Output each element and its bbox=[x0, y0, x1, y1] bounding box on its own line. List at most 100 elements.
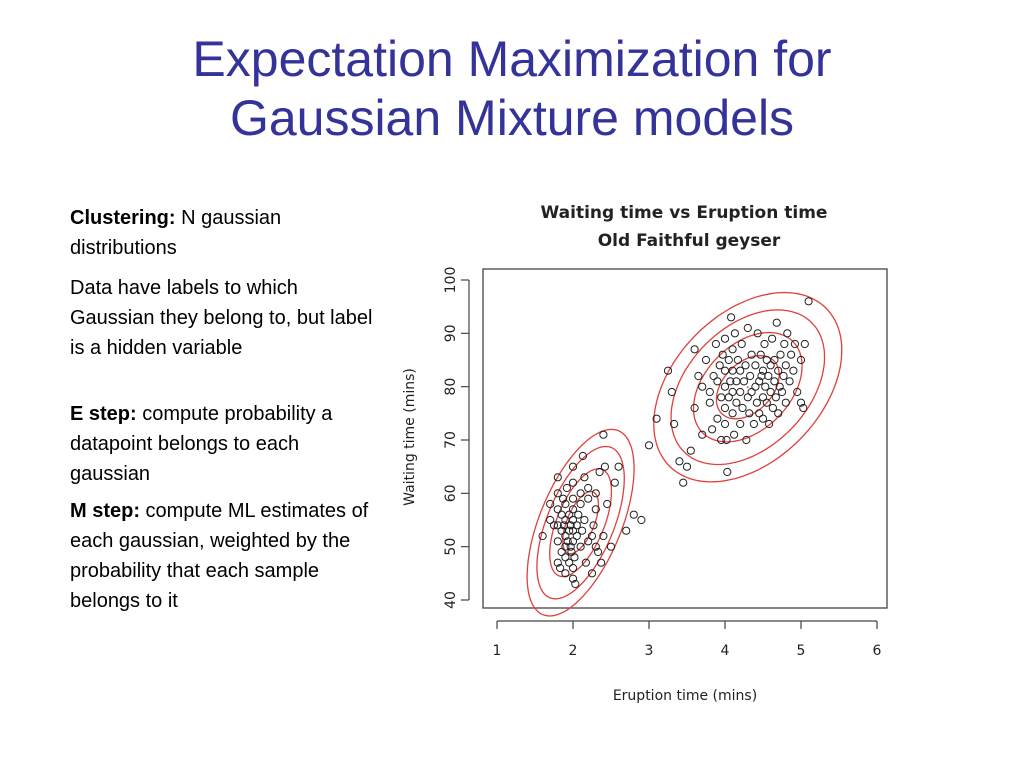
data-point bbox=[559, 494, 568, 503]
y-tick-label: 60 bbox=[443, 484, 459, 502]
data-point bbox=[556, 563, 565, 573]
data-point bbox=[774, 409, 783, 418]
contour-ellipse-1-4 bbox=[526, 428, 635, 617]
data-point bbox=[561, 531, 570, 541]
data-point bbox=[570, 553, 579, 562]
data-point bbox=[708, 425, 717, 434]
data-point bbox=[766, 387, 775, 397]
data-point bbox=[715, 361, 724, 370]
data-point bbox=[774, 366, 783, 375]
data-point bbox=[546, 515, 555, 525]
data-point bbox=[776, 350, 785, 359]
data-point bbox=[720, 334, 730, 343]
y-tick-label: 70 bbox=[443, 431, 459, 449]
data-point bbox=[756, 350, 765, 359]
data-point bbox=[581, 558, 590, 567]
data-point bbox=[770, 377, 779, 386]
data-point bbox=[771, 393, 780, 402]
data-point bbox=[705, 398, 714, 407]
x-tick-label: 4 bbox=[721, 643, 730, 659]
chart-subtitle: Old Faithful geyser bbox=[598, 231, 781, 251]
data-point bbox=[587, 569, 597, 578]
data-point bbox=[775, 382, 784, 391]
data-point bbox=[553, 521, 562, 530]
data-point bbox=[622, 526, 631, 535]
data-point bbox=[538, 531, 547, 541]
data-point bbox=[580, 473, 589, 482]
data-point bbox=[747, 350, 756, 359]
y-tick-label: 40 bbox=[443, 591, 459, 609]
data-point bbox=[730, 430, 739, 439]
data-point bbox=[718, 350, 727, 359]
data-point bbox=[568, 526, 578, 535]
data-point bbox=[562, 483, 571, 493]
x-axis-label: Eruption time (mins) bbox=[613, 688, 757, 704]
contour-ellipse-2-2 bbox=[692, 331, 803, 443]
data-point bbox=[758, 393, 768, 402]
data-point bbox=[597, 558, 606, 567]
data-point bbox=[717, 435, 726, 445]
plot-frame bbox=[482, 268, 888, 609]
data-point bbox=[599, 430, 608, 439]
data-point bbox=[670, 419, 679, 429]
clustering-paragraph: Clustering: N gaussian distributions bbox=[70, 203, 382, 263]
data-point bbox=[758, 366, 768, 375]
points-layer bbox=[538, 297, 813, 589]
e-step-text: compute probability a datapoint belongs … bbox=[70, 403, 333, 485]
data-point bbox=[755, 377, 764, 386]
m-step-paragraph: M step: compute ML estimates of each gau… bbox=[70, 496, 382, 616]
data-point bbox=[760, 339, 769, 349]
slide-title: Expectation Maximization for Gaussian Mi… bbox=[40, 30, 984, 148]
contour-layer bbox=[526, 291, 843, 617]
data-point bbox=[561, 499, 570, 509]
data-point bbox=[751, 382, 760, 391]
data-point bbox=[682, 462, 692, 471]
data-point bbox=[553, 473, 562, 482]
clustering-label: Clustering: bbox=[70, 207, 176, 229]
slide-title-line-1: Expectation Maximization for bbox=[192, 31, 832, 87]
data-point bbox=[785, 377, 794, 386]
data-point bbox=[565, 558, 574, 567]
data-point bbox=[566, 521, 575, 530]
data-point bbox=[629, 510, 638, 519]
data-point bbox=[557, 547, 566, 557]
data-point bbox=[717, 393, 726, 402]
data-point bbox=[743, 323, 752, 333]
data-point bbox=[764, 371, 773, 381]
data-point bbox=[587, 531, 597, 541]
data-point bbox=[578, 526, 587, 535]
contour-ellipse-2-3 bbox=[670, 309, 826, 466]
data-point bbox=[594, 547, 603, 557]
data-point bbox=[746, 371, 755, 381]
data-point bbox=[728, 345, 737, 354]
data-point bbox=[790, 339, 799, 349]
data-point bbox=[578, 451, 587, 461]
data-point bbox=[779, 371, 788, 381]
data-point bbox=[766, 361, 775, 370]
data-point bbox=[728, 387, 737, 397]
data-point bbox=[799, 403, 808, 413]
data-point bbox=[591, 489, 600, 498]
data-point bbox=[584, 537, 593, 546]
x-tick-label: 5 bbox=[797, 643, 806, 659]
data-point bbox=[722, 435, 731, 445]
data-point bbox=[745, 409, 754, 418]
data-point bbox=[755, 409, 764, 418]
data-point bbox=[705, 387, 714, 397]
data-point bbox=[614, 462, 623, 471]
data-point bbox=[546, 499, 555, 509]
data-point bbox=[553, 505, 562, 514]
data-point bbox=[783, 329, 792, 338]
m-step-label: M step: bbox=[70, 500, 140, 522]
y-tick-label: 80 bbox=[443, 378, 459, 396]
data-point bbox=[711, 339, 720, 349]
x-tick-label: 1 bbox=[493, 643, 502, 659]
data-point bbox=[772, 318, 781, 327]
data-point bbox=[724, 393, 733, 402]
data-point bbox=[701, 355, 711, 365]
data-point bbox=[561, 569, 570, 578]
data-point bbox=[709, 371, 718, 381]
data-point bbox=[663, 366, 673, 375]
data-point bbox=[553, 537, 562, 546]
data-point bbox=[584, 494, 593, 503]
